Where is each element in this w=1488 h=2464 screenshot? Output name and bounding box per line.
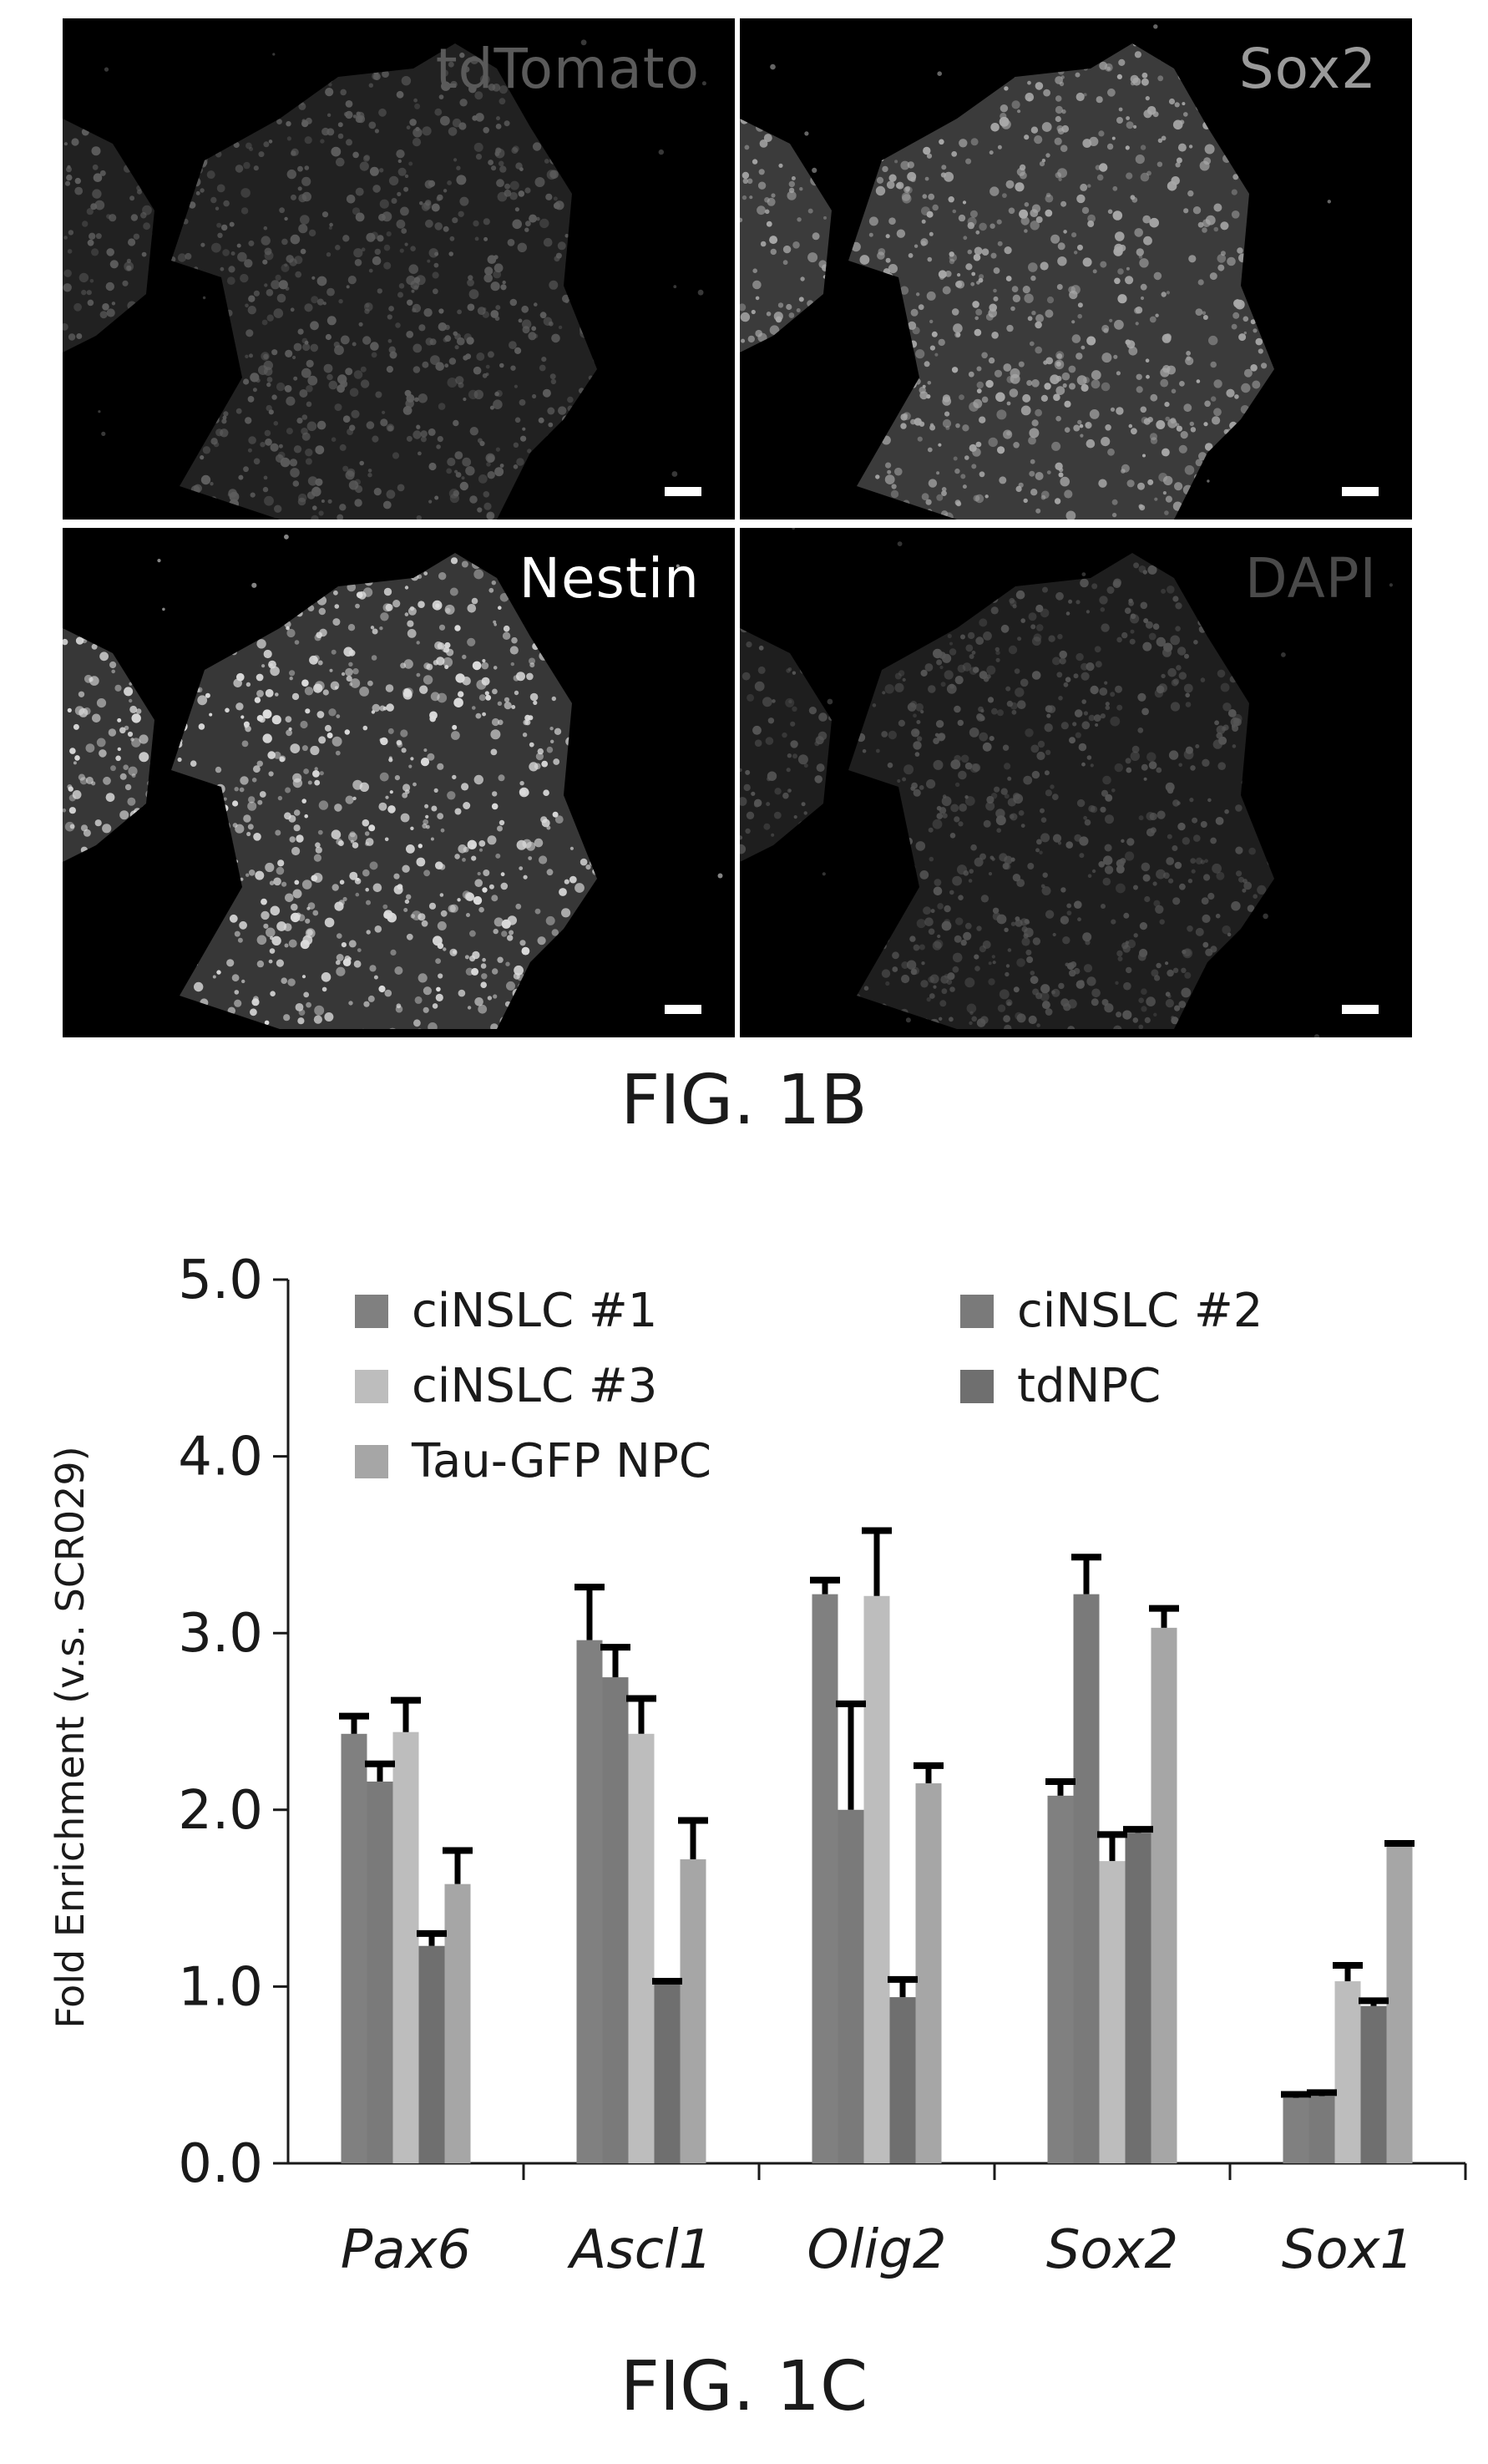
legend-label: ciNSLC #2 <box>1017 1284 1263 1338</box>
bar <box>654 1983 681 2163</box>
scale-bar <box>1342 1005 1379 1014</box>
y-tick-label: 1.0 <box>178 1956 263 2018</box>
chart-legend: ciNSLC #1 ciNSLC #2 ciNSLC #3 tdNPC Tau-GFP … <box>355 1284 1263 1488</box>
bar <box>863 1595 890 2163</box>
bar <box>341 1733 367 2163</box>
y-axis-label: Fold Enrichment (v.s. SCR029) <box>48 1446 93 2028</box>
bar <box>1151 1627 1177 2163</box>
bar <box>392 1731 419 2163</box>
x-category-label: Sox2 <box>1046 2219 1178 2281</box>
figure-caption-1b: FIG. 1B <box>620 1061 868 1140</box>
y-tick-label: 5.0 <box>178 1250 263 1311</box>
bar <box>1073 1594 1100 2163</box>
legend-swatch <box>960 1295 994 1328</box>
x-category-label: Pax6 <box>341 2219 471 2281</box>
panel-label-nestin: Nestin <box>519 546 700 611</box>
bar <box>444 1883 471 2163</box>
scale-bar <box>665 487 701 496</box>
scale-bar <box>665 1005 701 1014</box>
chart-axes: 0.0 1.0 2.0 3.0 4.0 5.0 Pax6 Ascl1 Olig2 Sox2 Sox1 <box>178 1250 1467 2281</box>
bar <box>418 1945 445 2163</box>
bar <box>1125 1833 1151 2163</box>
cell-colony-image <box>740 528 1393 1037</box>
bar <box>1386 1845 1413 2163</box>
x-category-label: Ascl1 <box>567 2219 713 2281</box>
y-tick-label: 3.0 <box>178 1603 263 1665</box>
legend-swatch <box>355 1445 388 1478</box>
cell-colony-image <box>63 39 706 520</box>
bar <box>838 1809 864 2163</box>
micrograph-dapi-panel: DAPI <box>740 528 1412 1037</box>
figure-caption-1c: FIG. 1C <box>620 2347 868 2426</box>
bar <box>1308 2096 1335 2163</box>
micrograph-sox2-panel: Sox2 <box>740 18 1412 520</box>
x-category-label: Olig2 <box>807 2219 946 2281</box>
chart-canvas: 0.0 1.0 2.0 3.0 4.0 5.0 Pax6 Ascl1 Olig2 Sox2 Sox1… <box>48 1250 1467 2281</box>
micrograph-tdtomato-panel: tdTomato <box>63 18 735 520</box>
bar <box>628 1733 655 2163</box>
y-tick-label: 2.0 <box>178 1780 263 1842</box>
legend-label: ciNSLC #3 <box>412 1359 657 1413</box>
panel-label-sox2: Sox2 <box>1238 37 1377 101</box>
legend-swatch <box>355 1370 388 1403</box>
y-tick-label: 4.0 <box>178 1427 263 1488</box>
panel-label-dapi: DAPI <box>1244 546 1377 611</box>
chart-bars <box>341 1594 1413 2163</box>
y-tick-label: 0.0 <box>178 2133 263 2195</box>
cell-colony-image <box>740 24 1331 520</box>
bar <box>367 1781 393 2163</box>
bar <box>1047 1795 1074 2163</box>
panel-label-tdtomato: tdTomato <box>435 37 700 101</box>
legend-swatch <box>960 1370 994 1403</box>
legend-label: tdNPC <box>1017 1359 1161 1413</box>
micrograph-nestin-panel: Nestin <box>63 528 735 1037</box>
bar <box>889 1997 916 2163</box>
bar <box>1099 1861 1126 2163</box>
scale-bar <box>1342 487 1379 496</box>
bar <box>1283 2097 1309 2163</box>
bar <box>915 1783 942 2163</box>
bar <box>576 1640 603 2163</box>
bar-chart-fold-enrichment: 0.0 1.0 2.0 3.0 4.0 5.0 Pax6 Ascl1 Olig2 Sox2 Sox1… <box>0 1211 1488 2347</box>
cell-colony-image <box>63 534 723 1029</box>
bar <box>1360 2005 1387 2163</box>
bar <box>680 1859 706 2163</box>
bar <box>1334 1981 1361 2163</box>
legend-label: Tau-GFP NPC <box>411 1434 711 1488</box>
legend-swatch <box>355 1295 388 1328</box>
legend-label: ciNSLC #1 <box>412 1284 657 1338</box>
x-category-label: Sox1 <box>1282 2219 1414 2281</box>
bar <box>602 1677 629 2163</box>
chart-error-bars <box>339 1527 1415 2098</box>
bar <box>812 1594 838 2163</box>
